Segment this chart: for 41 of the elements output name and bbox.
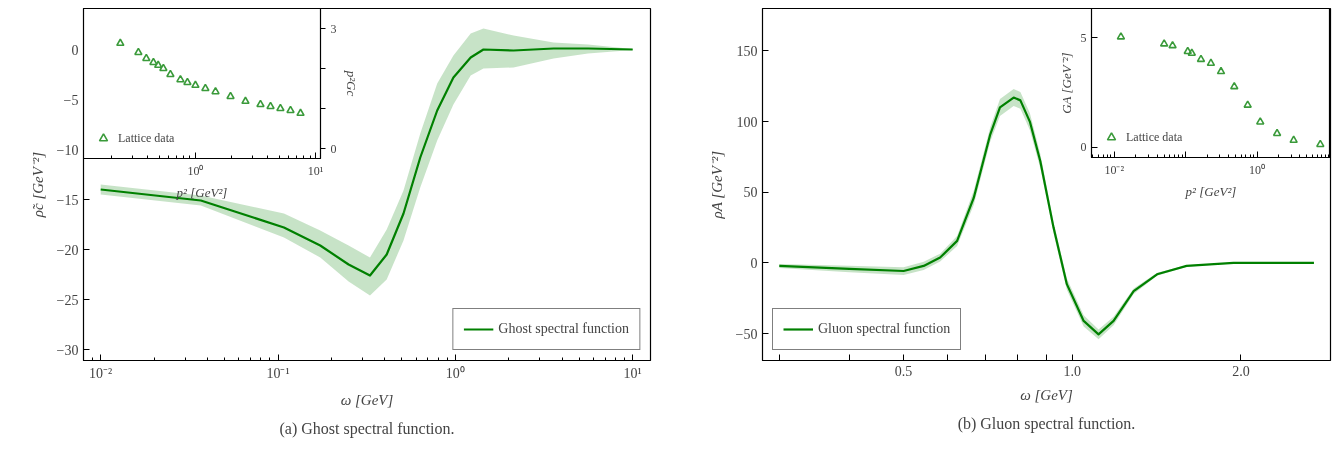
- x-axis-title: p² [GeV²]: [175, 184, 228, 200]
- y-tick-label: −50: [735, 326, 758, 342]
- x-tick-label: 0.5: [894, 363, 913, 379]
- legend-label: Lattice data: [118, 130, 175, 146]
- y-axis-title: p²Gc: [343, 69, 359, 97]
- y-tick-label: 0: [330, 141, 337, 156]
- y-tick-label: −10: [56, 142, 79, 158]
- legend-label: Lattice data: [1126, 129, 1183, 145]
- y-tick-label: 0: [750, 255, 758, 271]
- y-tick-label: −15: [56, 192, 79, 208]
- x-tick-label: 10⁻²: [1104, 162, 1125, 177]
- x-axis-title: p² [GeV²]: [1184, 183, 1237, 199]
- y-tick-label: −20: [56, 242, 79, 258]
- x-axis-title: ω [GeV]: [1020, 386, 1073, 403]
- y-tick-label: 5: [1080, 30, 1087, 45]
- x-axis-title: ω [GeV]: [340, 391, 394, 408]
- y-tick-label: −30: [56, 342, 79, 358]
- x-tick-label: 10⁻²: [89, 365, 113, 381]
- x-tick-label: 10⁰: [187, 163, 204, 178]
- y-tick-label: −5: [63, 92, 79, 108]
- y-tick-label: −25: [56, 292, 79, 308]
- y-axis-title: GA [GeV⁻²]: [1058, 52, 1074, 114]
- text: (a) Ghost spectral function.: [279, 419, 455, 438]
- x-tick-label: 10¹: [623, 365, 642, 381]
- y-axis-title: ρ̃c [GeV⁻²]: [29, 151, 46, 219]
- y-tick-label: 100: [736, 114, 758, 130]
- x-tick-label: 10⁰: [445, 365, 465, 381]
- x-tick-label: 1.0: [1063, 363, 1082, 379]
- x-tick-label: 2.0: [1232, 363, 1250, 379]
- y-tick-label: 50: [743, 185, 758, 201]
- x-tick-label: 10¹: [307, 163, 324, 178]
- x-tick-label: 10⁻¹: [266, 365, 290, 381]
- y-tick-label: 0: [1080, 140, 1087, 155]
- text: (b) Gluon spectral function.: [957, 414, 1136, 433]
- y-axis-title: ρA [GeV⁻²]: [708, 150, 725, 220]
- y-tick-label: 150: [736, 43, 758, 59]
- y-tick-label: 0: [71, 42, 79, 58]
- legend-label: Gluon spectral function: [818, 321, 951, 337]
- x-tick-label: 10⁰: [1249, 162, 1266, 177]
- legend-label: Ghost spectral function: [498, 321, 629, 337]
- y-tick-label: 3: [330, 21, 337, 36]
